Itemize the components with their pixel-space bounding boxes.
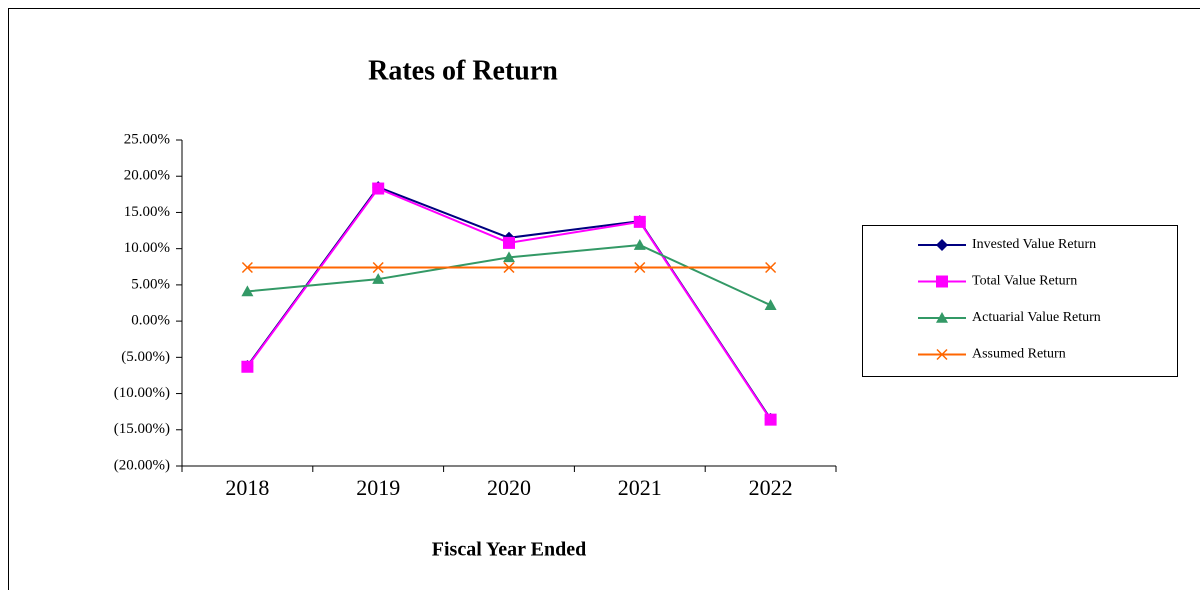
- x-tick-label: 2019: [356, 475, 400, 500]
- marker: [633, 239, 646, 250]
- marker: [503, 251, 515, 263]
- x-tick-label: 2020: [487, 475, 531, 500]
- y-tick-label: (20.00%): [114, 457, 170, 473]
- x-tick-label: 2018: [225, 475, 269, 500]
- marker: [503, 261, 515, 274]
- legend-box: [862, 225, 1178, 377]
- marker: [936, 348, 948, 361]
- legend-label: Invested Value Return: [972, 237, 1096, 252]
- marker: [372, 182, 385, 195]
- marker: [241, 360, 254, 373]
- y-tick-label: 10.00%: [124, 240, 170, 256]
- series-line: [246, 187, 772, 421]
- y-tick-label: 20.00%: [124, 168, 170, 184]
- y-tick-label: (10.00%): [114, 385, 170, 401]
- y-tick-label: 25.00%: [124, 131, 170, 147]
- marker: [634, 261, 646, 274]
- marker: [372, 261, 384, 274]
- chart-frame: [8, 8, 1200, 590]
- legend-label: Actuarial Value Return: [972, 310, 1101, 325]
- marker: [936, 239, 948, 251]
- x-axis-title: Fiscal Year Ended: [432, 539, 586, 561]
- y-tick-label: 15.00%: [124, 204, 170, 220]
- y-tick-label: (15.00%): [114, 421, 170, 437]
- x-tick-label: 2021: [618, 475, 662, 500]
- marker: [241, 261, 253, 274]
- y-tick-label: 0.00%: [131, 313, 170, 329]
- marker: [372, 273, 385, 284]
- chart-title: Rates of Return: [368, 55, 558, 86]
- y-tick-label: (5.00%): [121, 349, 170, 365]
- marker: [936, 275, 948, 288]
- x-tick-label: 2022: [749, 475, 793, 500]
- y-tick-label: 5.00%: [131, 276, 170, 292]
- legend: Invested Value Return Total Value Return A…: [862, 225, 1178, 377]
- marker: [936, 312, 948, 323]
- legend-label: Total Value Return: [972, 274, 1077, 289]
- marker: [764, 413, 777, 426]
- legend-label: Assumed Return: [972, 347, 1066, 362]
- marker: [241, 285, 254, 297]
- series-line: [246, 185, 772, 420]
- marker: [633, 215, 646, 228]
- marker: [764, 299, 777, 310]
- marker: [765, 261, 777, 274]
- marker: [503, 236, 515, 249]
